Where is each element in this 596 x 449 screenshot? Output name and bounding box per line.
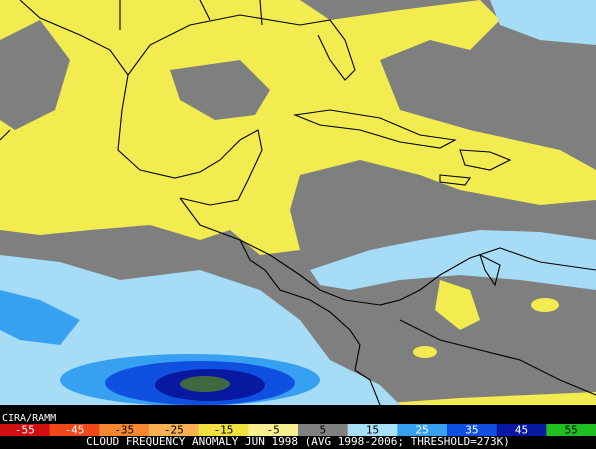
colorbar-segment bbox=[49, 424, 100, 436]
colorbar-segment bbox=[198, 424, 249, 436]
colorbar-segment bbox=[248, 424, 299, 436]
colorbar-tick-label: 55 bbox=[565, 424, 578, 437]
colorbar-segment bbox=[0, 424, 51, 436]
colorbar-tick-label: -35 bbox=[114, 424, 134, 437]
colorbar-tick-label: -45 bbox=[65, 424, 85, 437]
caption: CLOUD FREQUENCY ANOMALY JUN 1998 (AVG 19… bbox=[86, 435, 510, 448]
colorbar-segment bbox=[99, 424, 150, 436]
coastlines bbox=[0, 0, 596, 406]
caption-background bbox=[0, 436, 596, 449]
colorbar-segment bbox=[496, 424, 547, 436]
colorbar-segment bbox=[447, 424, 498, 436]
colorbar-segment bbox=[298, 424, 349, 436]
colorbar-tick-label: -5 bbox=[267, 424, 280, 437]
colorbar-tick-label: 5 bbox=[320, 424, 327, 437]
colorbar-segment bbox=[546, 424, 596, 436]
colorbar-tick-label: 15 bbox=[366, 424, 379, 437]
positive-anomaly-areas bbox=[0, 0, 596, 406]
colorbar-segment bbox=[347, 424, 398, 436]
colorbar-segment bbox=[397, 424, 448, 436]
colorbar-tick-label: 25 bbox=[416, 424, 429, 437]
credit-label: CIRA/RAMM bbox=[2, 413, 56, 424]
colorbar-segment bbox=[149, 424, 200, 436]
negative-anomaly-areas bbox=[0, 0, 596, 405]
colorbar-tick-label: -15 bbox=[214, 424, 234, 437]
colorbar-tick-label: -25 bbox=[164, 424, 184, 437]
colorbar-tick-label: 35 bbox=[465, 424, 478, 437]
colorbar: -55 -45 -35 -25 -15 -5 5 15 25 35 45 55 bbox=[0, 424, 596, 437]
colorbar-tick-label: 45 bbox=[515, 424, 528, 437]
colorbar-tick-label: -55 bbox=[15, 424, 35, 437]
